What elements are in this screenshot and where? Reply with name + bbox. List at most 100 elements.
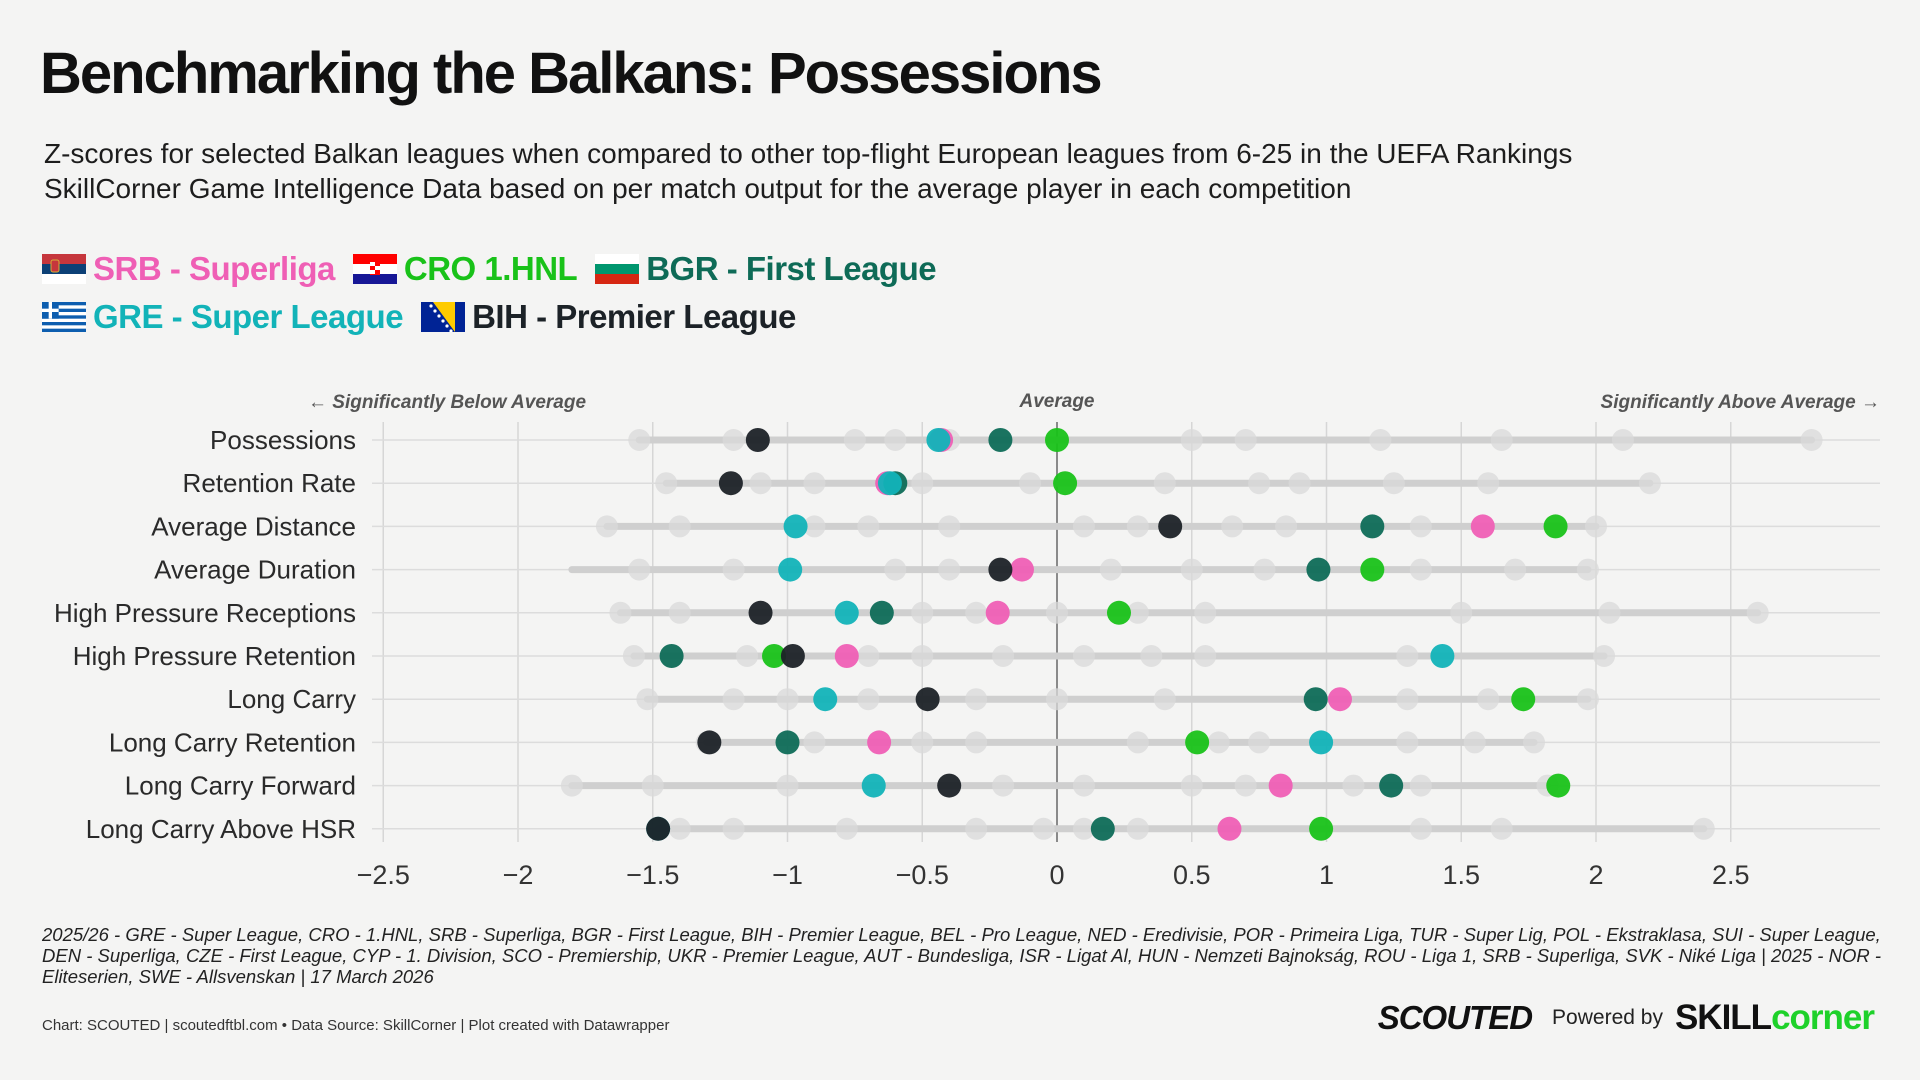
x-axis: −2.5 −2 −1.5 −1 −0.5 0 0.5 1 1.5 2 2.5 — [357, 860, 1750, 890]
logos: SCOUTED Powered by SKILL corner — [1378, 998, 1875, 1038]
other-league-dot — [722, 817, 745, 840]
legend-item-bih: BIH - Premier League — [421, 298, 796, 336]
legend-row-2: GRE - Super League BIH - Premier League — [42, 293, 954, 341]
croatia-flag-icon — [352, 254, 397, 284]
x-tick-label: 2.5 — [1712, 860, 1750, 890]
other-league-dot — [1194, 645, 1217, 667]
other-league-dot — [1275, 515, 1298, 538]
other-league-dot — [911, 472, 934, 495]
data-point-bih — [1158, 514, 1183, 539]
data-point-cro — [1053, 471, 1078, 496]
other-league-dot — [1463, 731, 1486, 754]
other-league-dot — [722, 688, 745, 711]
data-point-gre — [813, 687, 838, 712]
data-point-bih — [748, 600, 773, 625]
legend-label-bih: BIH - Premier League — [472, 298, 796, 335]
y-category-label: Long Carry Above HSR — [86, 814, 356, 844]
other-league-dot — [1072, 774, 1095, 797]
powered-by-label: Powered by — [1552, 1006, 1663, 1029]
data-point-bih — [915, 687, 940, 712]
other-league-dot — [1072, 817, 1095, 840]
data-point-bih — [780, 644, 805, 668]
other-league-dot — [1490, 429, 1513, 451]
x-tick-label: −0.5 — [896, 860, 949, 890]
data-point-srb — [1217, 816, 1242, 841]
data-point-bih — [988, 557, 1013, 582]
data-point-gre — [926, 428, 951, 452]
other-league-dot — [1593, 645, 1616, 667]
x-tick-label: −2.5 — [357, 860, 410, 890]
y-category-label: High Pressure Receptions — [54, 598, 356, 628]
y-category-label: Possessions — [210, 425, 356, 455]
other-league-dot — [1396, 645, 1419, 667]
subtitle-line-2: SkillCorner Game Intelligence Data based… — [44, 173, 1352, 204]
other-league-dot — [1126, 515, 1149, 538]
other-league-dot — [884, 558, 907, 581]
annotation-above-average: Significantly Above Average → — [1601, 392, 1880, 413]
data-point-bih — [646, 816, 671, 841]
other-league-dot — [992, 645, 1015, 667]
other-league-dot — [1576, 688, 1599, 711]
data-point-bih — [697, 730, 722, 755]
other-league-dot — [1046, 688, 1068, 711]
other-league-dot — [1253, 558, 1276, 581]
other-league-dot — [857, 645, 880, 667]
other-league-dot — [668, 817, 691, 840]
data-point-cro — [1106, 600, 1131, 625]
x-tick-label: −1.5 — [626, 860, 679, 890]
other-league-dot — [1611, 429, 1634, 451]
other-league-dot — [776, 688, 799, 711]
other-league-dot — [1598, 601, 1621, 624]
other-league-dot — [1800, 429, 1823, 451]
data-point-bih — [718, 471, 743, 496]
data-point-srb — [985, 600, 1010, 625]
other-league-dot — [1342, 774, 1365, 797]
other-league-dot — [1477, 688, 1500, 711]
other-league-dot — [1382, 472, 1405, 495]
data-point-bgr — [1090, 816, 1115, 841]
other-league-dot — [938, 515, 961, 538]
other-league-dot — [1126, 817, 1149, 840]
other-league-dot — [1248, 731, 1271, 754]
legend-item-cro: CRO 1.HNL — [352, 250, 578, 288]
y-category-label: High Pressure Retention — [73, 641, 356, 671]
other-league-dot — [595, 515, 618, 538]
other-league-dot — [1032, 817, 1055, 840]
subtitle-line-1: Z-scores for selected Balkan leagues whe… — [44, 138, 1573, 169]
other-league-dot — [722, 429, 745, 451]
rows-layer: Possessions Retention Rate Average Distanc… — [54, 425, 1823, 844]
data-point-cro — [1511, 687, 1536, 712]
other-league-dot — [992, 774, 1015, 797]
other-league-dot — [668, 515, 691, 538]
other-league-dot — [1523, 731, 1546, 754]
other-league-dot — [641, 774, 664, 797]
data-point-srb — [1470, 514, 1495, 539]
data-point-gre — [834, 600, 859, 625]
other-league-dot — [776, 774, 799, 797]
other-league-dot — [1248, 472, 1271, 495]
other-league-dot — [803, 731, 826, 754]
other-league-dot — [843, 429, 866, 451]
other-league-dot — [803, 515, 826, 538]
other-league-dot — [965, 817, 988, 840]
other-league-dot — [1234, 429, 1257, 451]
other-league-dot — [1490, 817, 1513, 840]
y-category-label: Retention Rate — [183, 468, 356, 498]
data-point-srb — [834, 644, 859, 668]
other-league-dot — [938, 558, 961, 581]
data-point-srb — [1268, 773, 1293, 798]
data-point-cro — [1185, 730, 1210, 755]
serbia-flag-icon — [42, 254, 86, 284]
other-league-dot — [1126, 731, 1149, 754]
other-league-dot — [965, 601, 988, 624]
x-tick-label: 0.5 — [1173, 860, 1211, 890]
other-league-dot — [1180, 774, 1203, 797]
other-league-dot — [1221, 515, 1244, 538]
credit-line: Chart: SCOUTED | scoutedftbl.com • Data … — [42, 1017, 670, 1034]
other-league-dot — [1585, 515, 1607, 538]
other-league-dot — [1234, 774, 1257, 797]
other-league-dot — [1409, 515, 1432, 538]
other-league-dot — [1072, 515, 1095, 538]
data-point-bgr — [1360, 514, 1385, 539]
y-category-label: Long Carry Forward — [125, 771, 356, 801]
